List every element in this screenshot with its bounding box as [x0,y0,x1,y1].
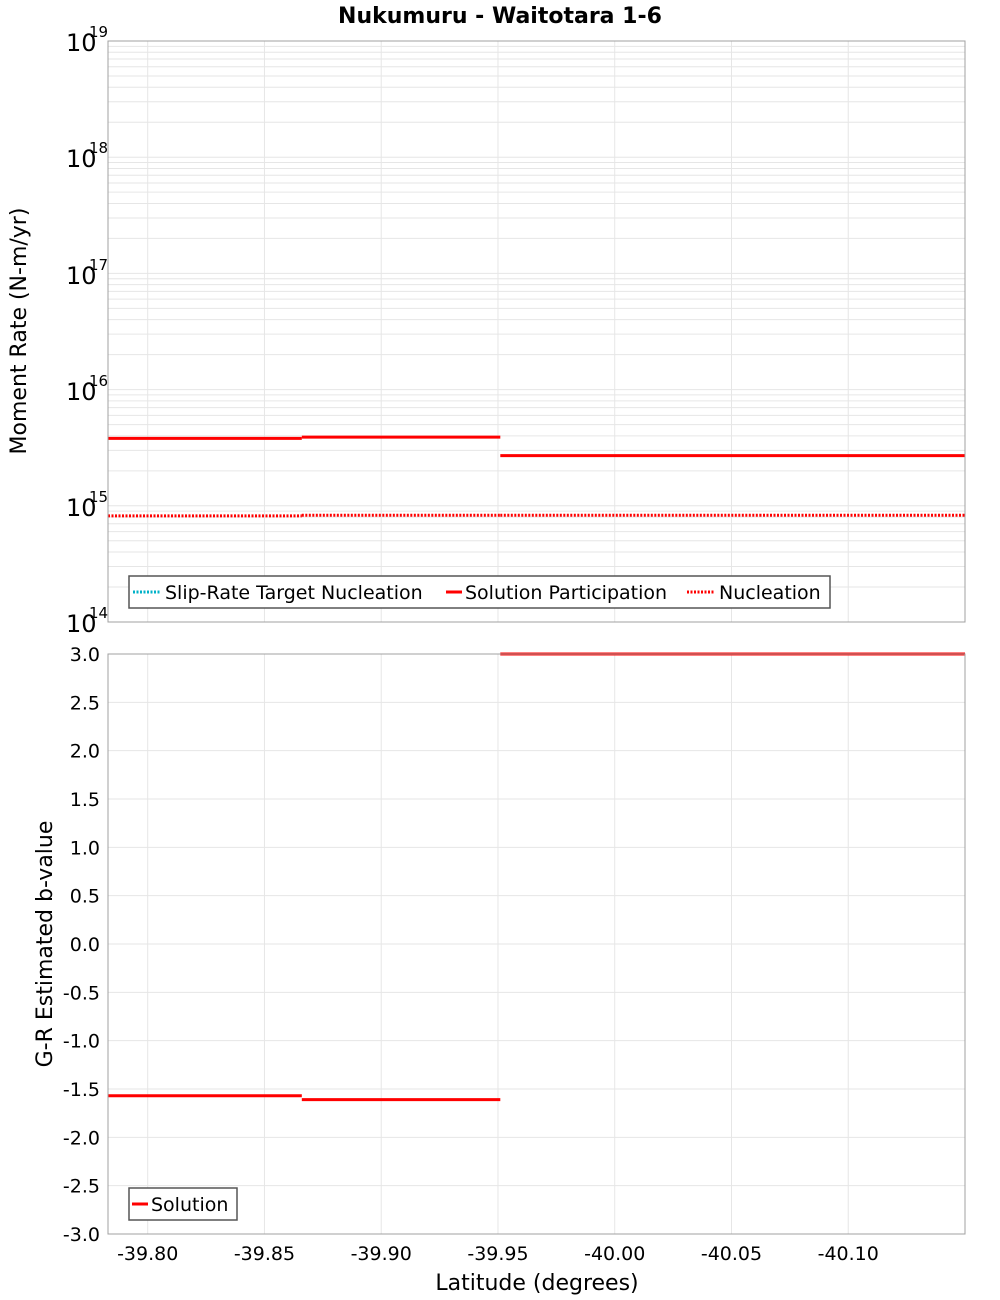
svg-text:17: 17 [89,256,108,274]
svg-text:19: 19 [89,23,108,41]
y-tick-label: 0.0 [70,934,100,956]
y-tick-label: 0.5 [70,886,100,908]
y-tick-label: -1.0 [63,1031,100,1053]
bottom-plot-frame [107,653,966,1235]
bottom-legend: Solution [128,1187,238,1221]
y-tick-label: -2.5 [63,1176,100,1198]
legend-target-label: Slip-Rate Target Nucleation [165,582,423,604]
y-tick-label: 2.0 [70,741,100,763]
y-tick-label: -1.5 [63,1079,100,1101]
x-tick-label: -39.80 [117,1243,178,1265]
legend-nucleation-label: Nucleation [719,582,821,604]
legend-solution-label: Solution [151,1194,228,1216]
svg-text:10: 10 [66,262,97,290]
svg-text:10: 10 [66,378,97,406]
x-tick-label: -39.90 [351,1243,412,1265]
top-y-axis-label: Moment Rate (N-m/yr) [7,208,32,455]
y-tick-1e18: 10 18 [66,139,108,173]
top-series [108,435,965,518]
x-tick-label: -40.05 [701,1243,762,1265]
y-tick-1e14: 10 14 [66,604,108,638]
svg-text:16: 16 [89,372,108,390]
y-tick-label: 1.5 [70,789,100,811]
bottom-y-axis-label: G-R Estimated b-value [33,821,58,1068]
y-tick-label: -2.0 [63,1127,100,1149]
y-tick-label: 3.0 [70,644,100,666]
svg-text:10: 10 [66,145,97,173]
legend-participation-label: Solution Participation [465,582,667,604]
x-axis-ticks: -39.80 -39.85 -39.90 -39.95 -40.00 -40.05 -40.… [117,1243,879,1265]
top-plot-background [108,41,965,622]
y-tick-1e17: 10 17 [66,256,108,290]
y-tick-label: -0.5 [63,982,100,1004]
svg-text:15: 15 [89,488,108,506]
top-plot-frame [107,40,966,623]
chart-title: Nukumuru - Waitotara 1-6 [338,4,662,29]
y-tick-1e15: 10 15 [66,488,108,522]
x-axis-label: Latitude (degrees) [435,1271,638,1296]
top-y-ticks: 10 19 10 18 10 17 10 16 10 15 10 14 [66,23,108,638]
y-tick-label: 2.5 [70,692,100,714]
bottom-plot: 3.0 2.5 2.0 1.5 1.0 0.5 0.0 -0.5 -1.0 -1.5 -2.0 -2.… [33,644,966,1246]
top-plot: 10 19 10 18 10 17 10 16 10 15 10 14 [7,23,966,638]
y-tick-label: 1.0 [70,837,100,859]
x-tick-label: -40.10 [818,1243,879,1265]
y-tick-1e19: 10 19 [66,23,108,57]
svg-text:10: 10 [66,610,97,638]
svg-text:10: 10 [66,494,97,522]
svg-text:10: 10 [66,29,97,57]
svg-text:18: 18 [89,139,108,157]
y-tick-1e16: 10 16 [66,372,108,406]
top-grid [108,41,965,623]
top-legend: Slip-Rate Target Nucleation Solution Par… [128,575,831,609]
x-tick-label: -39.85 [234,1243,295,1265]
bottom-y-ticks: 3.0 2.5 2.0 1.5 1.0 0.5 0.0 -0.5 -1.0 -1.5 -2.0 -2.… [63,644,100,1246]
x-tick-label: -39.95 [467,1243,528,1265]
x-tick-label: -40.00 [584,1243,645,1265]
svg-text:14: 14 [89,604,108,622]
y-tick-label: -3.0 [63,1224,100,1246]
